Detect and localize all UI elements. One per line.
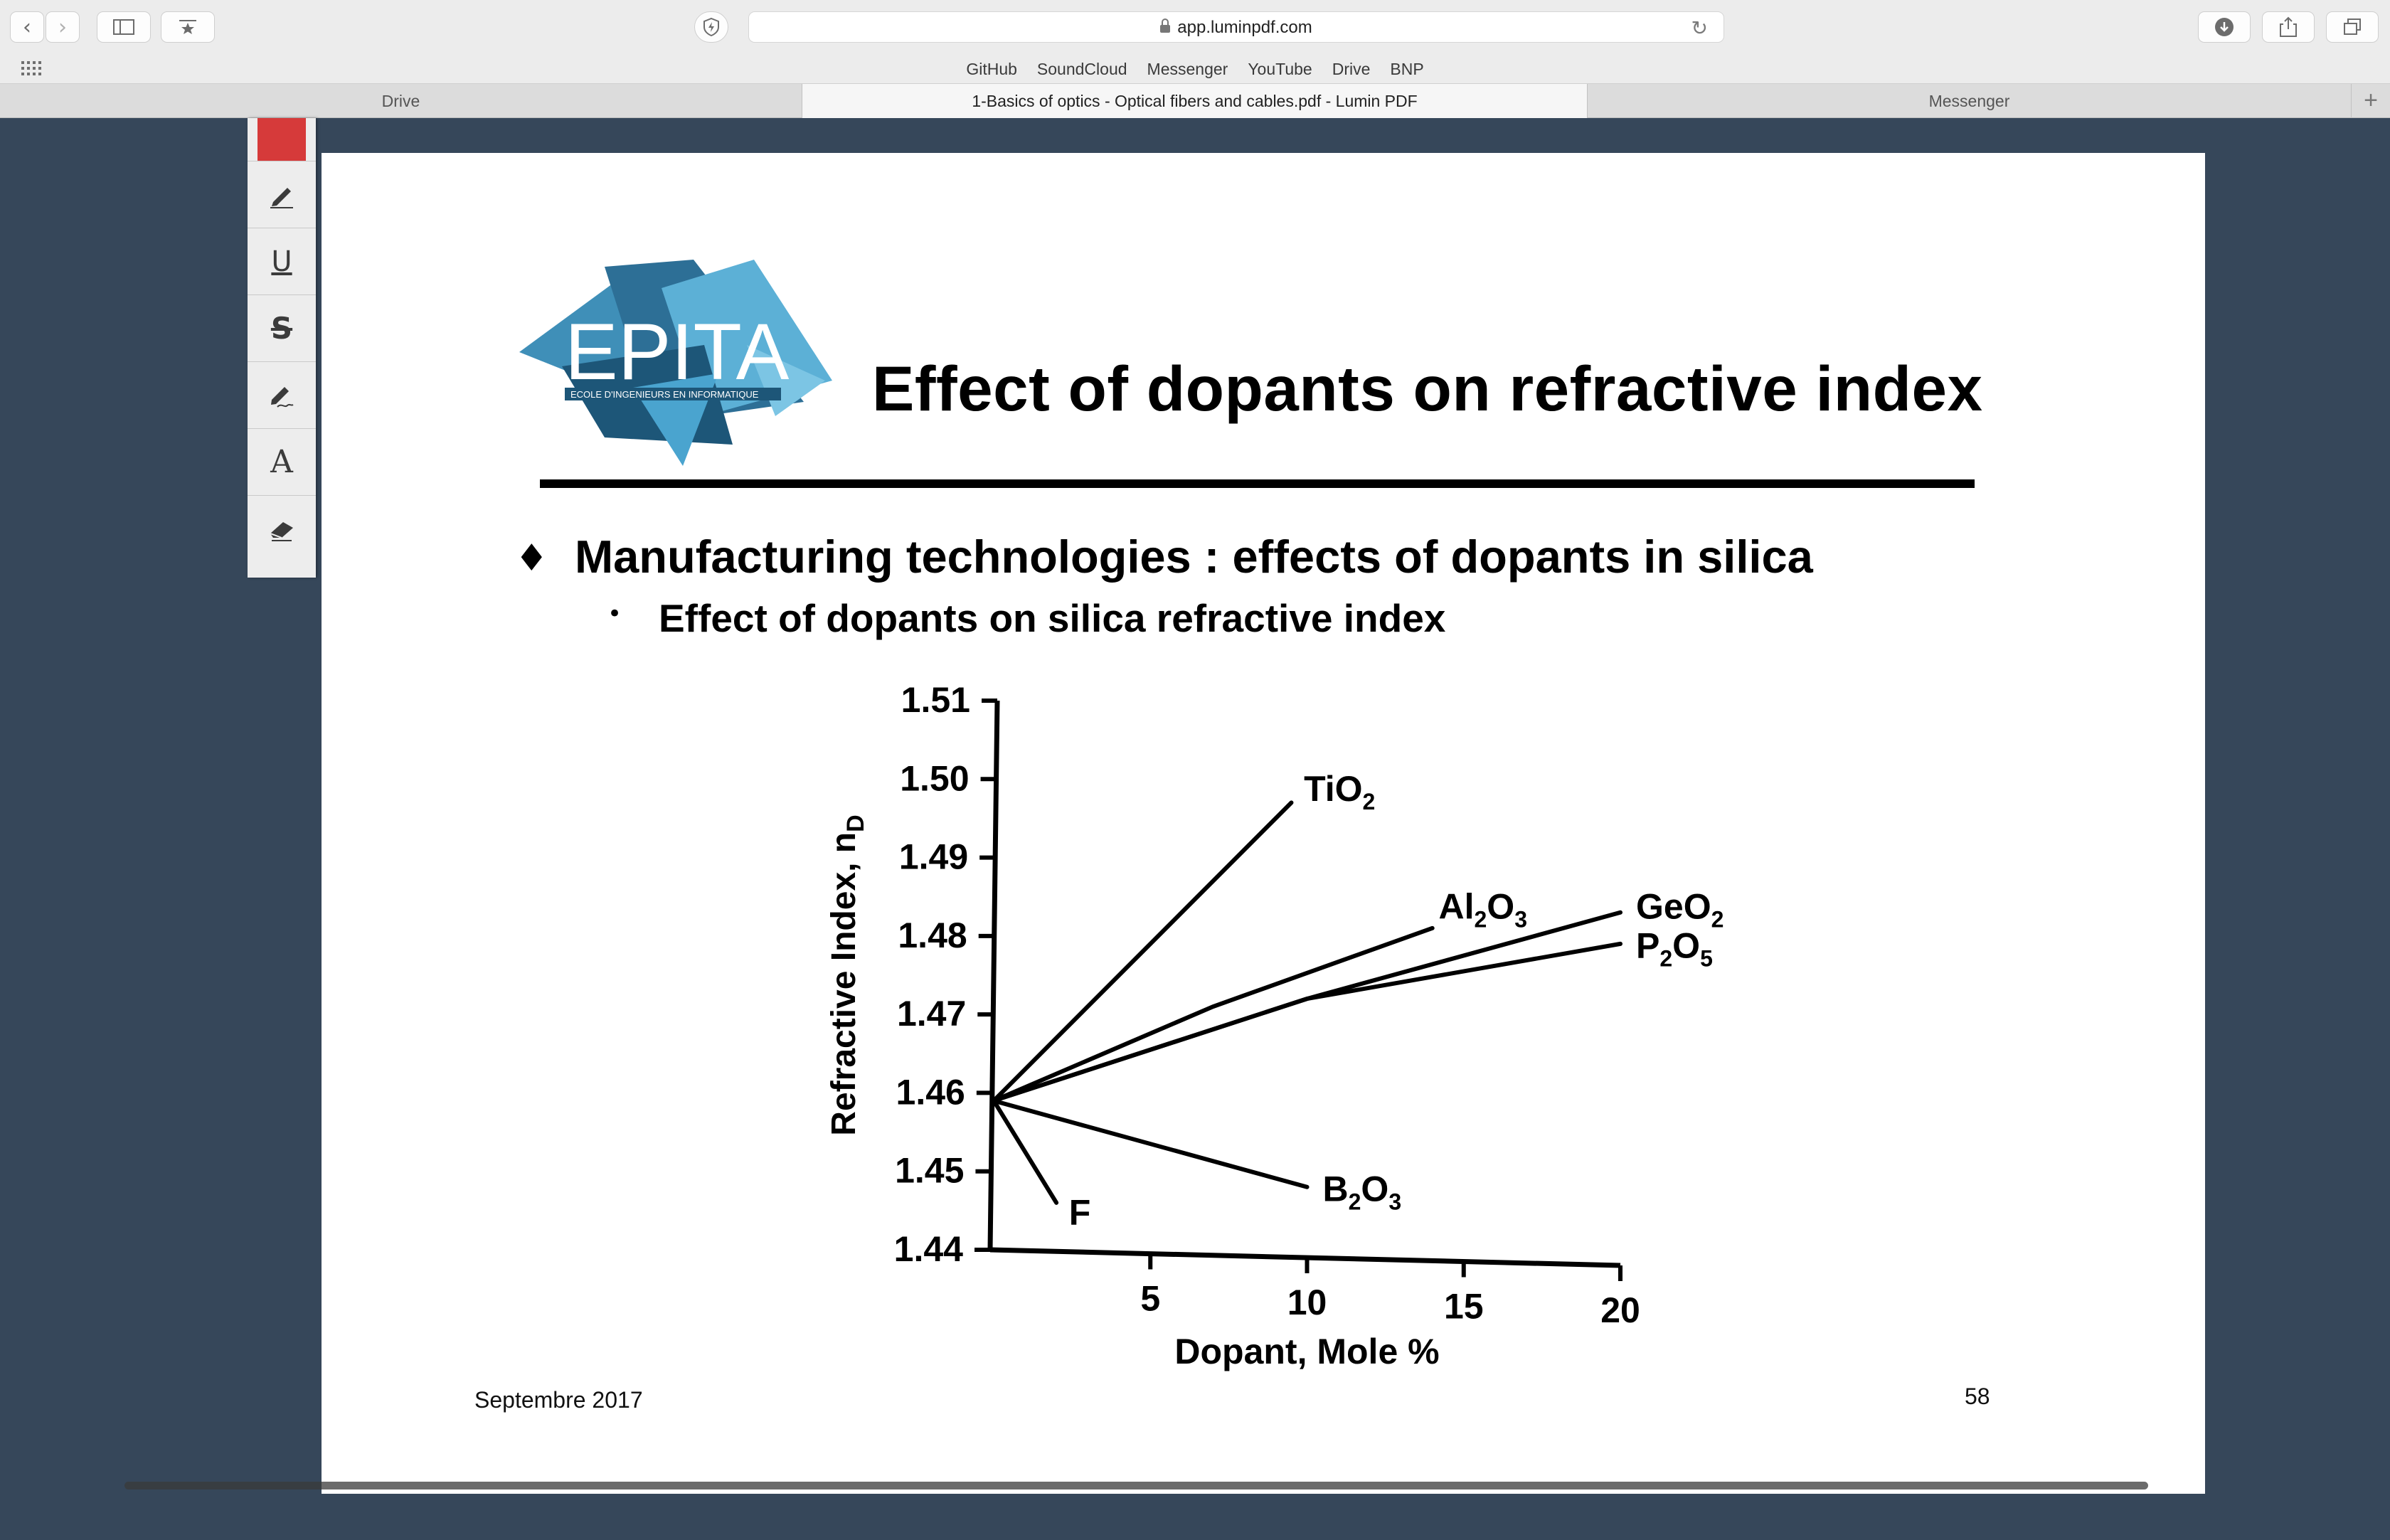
share-button[interactable] xyxy=(2262,11,2315,43)
strikethrough-icon: S xyxy=(270,311,293,346)
chevron-left-icon: ‹ xyxy=(23,14,31,40)
y-axis-label: Refractive Index, nD xyxy=(825,814,869,1135)
bookmarks-button[interactable] xyxy=(161,11,215,43)
favorite-github[interactable]: GitHub xyxy=(966,59,1017,78)
x-axis-label: Dopant, Mole % xyxy=(1174,1332,1439,1371)
eraser-icon xyxy=(270,521,293,541)
bullet-main: Manufacturing technologies : effects of … xyxy=(575,531,1813,583)
tab-messenger[interactable]: Messenger xyxy=(1588,84,2352,118)
epita-logo: EPITA ECOLE D'INGENIEURS EN INFORMATIQUE xyxy=(519,260,832,466)
favorite-drive[interactable]: Drive xyxy=(1332,59,1371,78)
page-number: 58 xyxy=(1965,1384,1990,1409)
series-label-tio2: TiO2 xyxy=(1304,769,1375,814)
eraser-tool-button[interactable] xyxy=(248,495,316,562)
bookmarks-star-icon xyxy=(179,20,196,34)
series-line-b2o3 xyxy=(992,1098,1310,1189)
bullet-sub: Effect of dopants on silica refractive i… xyxy=(659,596,1446,640)
text-tool-icon: A xyxy=(270,444,293,480)
text-tool-button[interactable]: A xyxy=(248,428,316,495)
apps-grid-icon[interactable] xyxy=(21,61,41,77)
diamond-bullet-icon: ♦ xyxy=(515,537,548,580)
favorite-youtube[interactable]: YouTube xyxy=(1248,59,1312,78)
series-label-geo2: GeO2 xyxy=(1636,886,1724,932)
tab-lumin-pdf[interactable]: 1-Basics of optics - Optical fibers and … xyxy=(802,84,1588,118)
y-tick-label: 1.46 xyxy=(896,1072,965,1112)
y-tick-label: 1.44 xyxy=(894,1229,964,1269)
lock-icon xyxy=(1160,18,1171,33)
reload-icon[interactable]: ↻ xyxy=(1691,16,1708,40)
tab-drive[interactable]: Drive xyxy=(0,84,802,118)
series-label-f: F xyxy=(1069,1192,1091,1232)
y-tick-label: 1.51 xyxy=(901,680,970,720)
underline-icon: U xyxy=(271,245,292,278)
freehand-pen-icon xyxy=(271,386,294,408)
color-picker-swatch[interactable] xyxy=(257,118,306,161)
series-label-p2o5: P2O5 xyxy=(1636,925,1713,971)
privacy-report-button[interactable] xyxy=(694,11,728,43)
series-label-al2o3: Al2O3 xyxy=(1439,886,1528,932)
dot-bullet-icon: • xyxy=(607,600,622,628)
horizontal-scrollbar[interactable] xyxy=(124,1482,2148,1489)
logo-text: EPITA xyxy=(565,307,790,396)
highlight-pen-icon xyxy=(270,187,293,208)
strikethrough-tool-button[interactable]: S xyxy=(248,294,316,361)
share-icon xyxy=(2280,16,2297,37)
back-button[interactable]: ‹ xyxy=(10,11,44,43)
shield-icon xyxy=(703,18,719,36)
favorite-messenger[interactable]: Messenger xyxy=(1147,59,1228,78)
y-tick-label: 1.48 xyxy=(898,915,967,955)
y-tick-label: 1.45 xyxy=(895,1151,964,1191)
series-line-al2o3 xyxy=(992,925,1435,1103)
y-tick-label: 1.49 xyxy=(899,837,968,877)
new-tab-button[interactable]: + xyxy=(2351,84,2390,118)
browser-toolbar: ‹ › app.luminpdf.com ↻ xyxy=(0,0,2390,54)
series-line-f xyxy=(992,1098,1059,1205)
tab-overview-button[interactable] xyxy=(2326,11,2379,43)
forward-button[interactable]: › xyxy=(46,11,80,43)
tab-bar: Drive 1-Basics of optics - Optical fiber… xyxy=(0,84,2390,118)
url-text: app.luminpdf.com xyxy=(1177,18,1312,37)
sidebar-icon xyxy=(113,19,134,35)
favorites-bar: GitHub SoundCloud Messenger YouTube Driv… xyxy=(0,54,2390,84)
chevron-right-icon: › xyxy=(58,14,67,40)
x-tick-label: 10 xyxy=(1287,1283,1327,1322)
freehand-tool-button[interactable] xyxy=(248,361,316,428)
y-axis-line xyxy=(987,700,1000,1250)
slide-title: Effect of dopants on refractive index xyxy=(872,353,1983,424)
x-tick-label: 20 xyxy=(1600,1290,1640,1330)
y-tick-label: 1.47 xyxy=(897,994,966,1034)
y-tick-label: 1.50 xyxy=(900,758,969,798)
title-divider xyxy=(540,479,1975,488)
highlight-tool-button[interactable] xyxy=(248,161,316,228)
favorite-bnp[interactable]: BNP xyxy=(1390,59,1424,78)
series-line-tio2 xyxy=(992,800,1294,1103)
downloads-button[interactable] xyxy=(2198,11,2251,43)
download-icon xyxy=(2215,18,2234,36)
pdf-page: EPITA ECOLE D'INGENIEURS EN INFORMATIQUE… xyxy=(322,153,2205,1494)
underline-tool-button[interactable]: U xyxy=(248,228,316,294)
address-bar[interactable]: app.luminpdf.com ↻ xyxy=(748,11,1724,43)
tabs-overview-icon xyxy=(2344,18,2361,35)
series-line-p2o5 xyxy=(992,941,1622,1103)
refractive-index-chart: 1.44 1.45 1.46 1.47 1.48 1.49 1.50 1.51 5 10 15 20 D… xyxy=(825,680,1724,1371)
x-tick-label: 15 xyxy=(1444,1287,1484,1327)
annotation-toolbar: U S A xyxy=(248,118,316,578)
logo-subtitle: ECOLE D'INGENIEURS EN INFORMATIQUE xyxy=(570,389,759,400)
favorite-soundcloud[interactable]: SoundCloud xyxy=(1036,59,1127,78)
sidebar-button[interactable] xyxy=(97,11,151,43)
series-label-b2o3: B2O3 xyxy=(1323,1169,1402,1214)
footer-date: Septembre 2017 xyxy=(474,1387,643,1413)
x-tick-label: 5 xyxy=(1140,1279,1160,1319)
